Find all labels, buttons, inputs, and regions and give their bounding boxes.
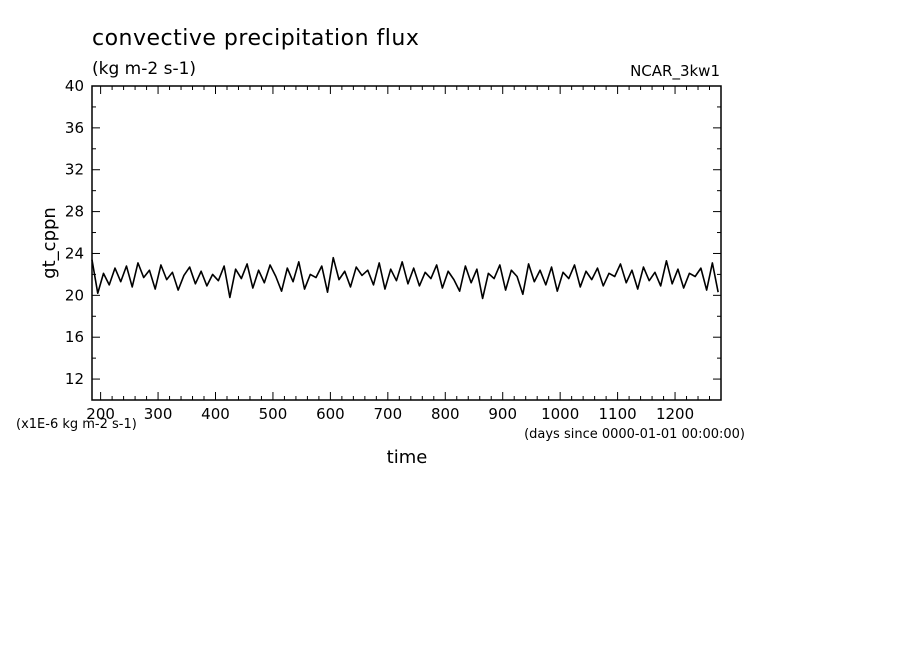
x-tick-label: 500 [259,405,288,423]
x-tick-label: 1200 [656,405,694,423]
y-axis: 12 16 20 24 28 32 36 40 [65,77,721,401]
y-scale-note: (x1E-6 kg m-2 s-1) [16,417,137,432]
x-tick-label: 200 [86,405,115,423]
chart-title: convective precipitation flux [92,26,419,51]
x-axis: 200 300 400 500 600 700 800 900 1000 1100 1200 [86,86,722,423]
y-axis-label: gt_cppn [39,207,60,279]
y-tick-label: 28 [65,203,84,221]
chart-units: (kg m-2 s-1) [92,59,196,79]
x-axis-label: time [387,447,428,468]
series-line-0 [91,256,719,300]
series-layer [91,256,719,300]
y-tick-label: 12 [65,370,84,388]
x-tick-label: 900 [488,405,517,423]
plot-frame [91,85,722,401]
x-tick-label: 700 [374,405,403,423]
x-tick-label: 800 [431,405,460,423]
x-tick-label: 300 [144,405,173,423]
x-units-label: (days since 0000-01-01 00:00:00) [524,427,745,442]
x-tick-label: 1000 [541,405,579,423]
x-tick-label: 600 [316,405,345,423]
y-tick-label: 36 [65,119,84,137]
y-tick-label: 32 [65,161,84,179]
y-tick-label: 24 [65,244,84,262]
x-tick-label: 400 [201,405,230,423]
y-tick-label: 40 [65,77,84,95]
x-tick-label: 1100 [599,405,637,423]
y-tick-label: 20 [65,286,84,304]
y-tick-label: 16 [65,328,84,346]
model-label: NCAR_3kw1 [630,62,720,81]
